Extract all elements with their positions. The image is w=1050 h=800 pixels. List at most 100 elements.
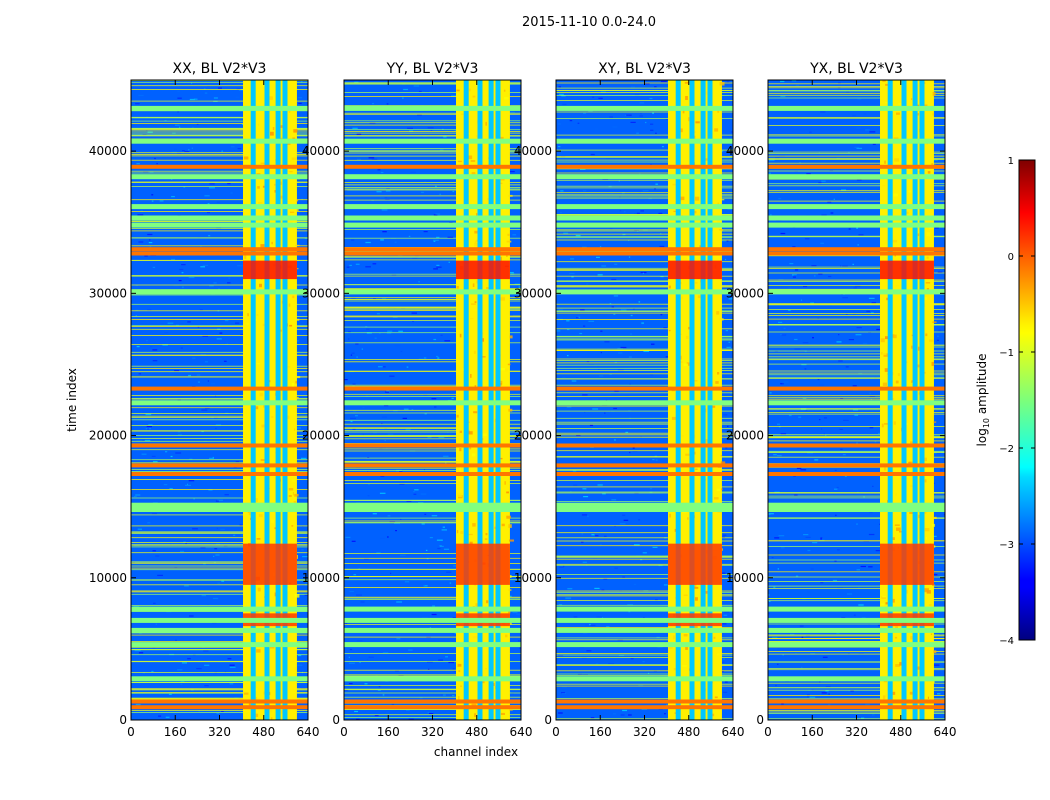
streak-row [768, 638, 945, 639]
flagged-row [556, 627, 733, 633]
saturated-row [131, 247, 308, 252]
colorbar-tick-label: −2 [999, 444, 1014, 455]
noise-cell [863, 540, 869, 542]
streak-row [131, 497, 308, 499]
y-tick-label: 40000 [89, 144, 127, 158]
flagged-row [344, 215, 521, 221]
streak-row [344, 199, 521, 201]
noise-cell [300, 81, 303, 83]
noise-cell [650, 123, 654, 125]
noise-cell [509, 272, 514, 274]
noise-cell [603, 535, 607, 537]
noise-cell [937, 271, 943, 273]
streak-row [344, 152, 521, 154]
noise-cell [806, 173, 811, 175]
noise-cell [659, 245, 665, 247]
band-cell [486, 600, 489, 604]
streak-row [768, 571, 945, 573]
noise-cell [443, 136, 447, 138]
streak-row [556, 654, 733, 656]
streak-row [131, 649, 308, 650]
flagged-row [556, 174, 733, 180]
streak-row [768, 313, 945, 314]
noise-cell [352, 127, 358, 129]
streak-row [344, 315, 521, 317]
noise-cell [580, 309, 585, 311]
band-cell [931, 361, 934, 366]
noise-cell [171, 258, 176, 261]
noise-cell [395, 530, 397, 532]
noise-cell [582, 561, 587, 563]
noise-cell [648, 198, 652, 200]
band-cell [883, 353, 889, 357]
flagged-row [768, 289, 945, 295]
band-cell [896, 527, 901, 531]
band-cell [893, 421, 896, 425]
noise-cell [155, 555, 160, 557]
streak-row [344, 386, 521, 387]
band-cell [884, 423, 889, 425]
noise-cell [597, 274, 603, 276]
streak-row [556, 673, 733, 675]
noise-cell [177, 431, 181, 433]
streak-row [344, 148, 521, 149]
band-cell [893, 334, 897, 339]
streak-row [131, 552, 308, 554]
noise-cell [563, 232, 569, 234]
noise-cell [436, 266, 442, 268]
noise-cell [180, 683, 183, 685]
band-cell [292, 295, 295, 299]
streak-row [131, 89, 308, 90]
streak-row [131, 129, 308, 131]
streak-row [344, 124, 521, 126]
noise-cell [175, 124, 180, 126]
noise-cell [221, 580, 225, 582]
noise-cell [200, 266, 205, 268]
streak-row [556, 639, 733, 641]
streak-row [556, 111, 733, 113]
noise-cell [402, 97, 404, 99]
streak-row [768, 288, 945, 290]
band-cell [503, 89, 506, 92]
streak-row [344, 557, 521, 559]
noise-cell [636, 132, 639, 134]
flagged-row [556, 507, 733, 512]
noise-cell [453, 565, 458, 567]
band-cell [509, 335, 513, 339]
gap-column [689, 80, 695, 720]
colorbar-tick-label: 0 [1008, 252, 1014, 263]
band-cell [457, 663, 459, 668]
x-tick-label: 640 [297, 725, 320, 739]
streak-row [344, 553, 521, 554]
figure-title: 2015-11-10 0.0-24.0 [522, 15, 656, 30]
streak-row [768, 178, 945, 180]
band-cell [909, 511, 915, 514]
noise-cell [427, 712, 433, 714]
noise-cell [240, 422, 243, 424]
noise-cell [598, 97, 603, 99]
band-cell [924, 479, 927, 483]
noise-cell [444, 340, 451, 342]
noise-cell [845, 366, 849, 368]
streak-row [768, 635, 945, 637]
noise-cell [570, 490, 572, 493]
noise-cell [378, 591, 383, 593]
streak-row [131, 130, 308, 132]
noise-cell [201, 595, 206, 597]
band-cell [295, 244, 300, 246]
saturated-row [131, 251, 308, 256]
band-cell [471, 172, 476, 176]
streak-row [556, 545, 733, 547]
noise-cell [424, 513, 427, 515]
noise-cell [640, 113, 642, 115]
streak-row [131, 120, 308, 122]
noise-cell [807, 549, 811, 552]
noise-cell [424, 181, 427, 183]
streak-row [344, 460, 521, 462]
streak-row [344, 297, 521, 299]
band-cell [268, 96, 273, 100]
noise-cell [795, 575, 799, 577]
noise-cell [589, 424, 593, 426]
streak-row [131, 228, 308, 229]
streak-row [556, 664, 733, 665]
